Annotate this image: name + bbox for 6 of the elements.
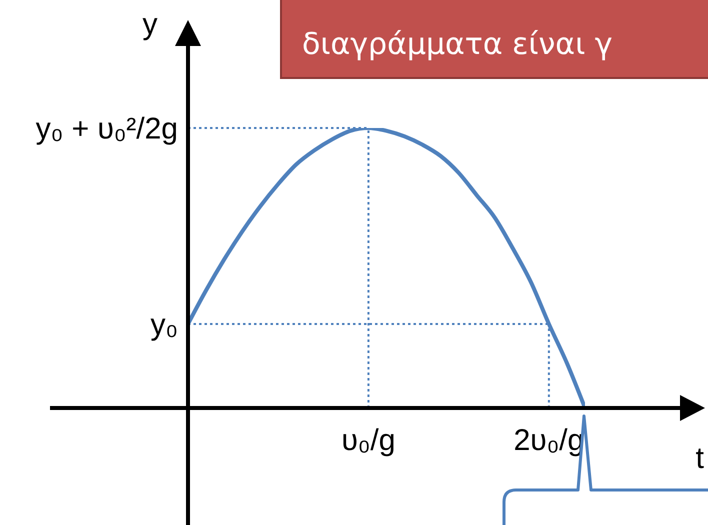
x-axis-title: t bbox=[696, 442, 705, 475]
ref-line-label: y₀ + υ₀²/2g bbox=[36, 112, 178, 146]
x-tick-label: υ₀/g bbox=[342, 424, 396, 457]
text: διαγράμματα είναι γ bbox=[302, 27, 613, 62]
ref-line-label: y₀ bbox=[150, 308, 178, 342]
y-axis-title: y bbox=[142, 8, 158, 41]
